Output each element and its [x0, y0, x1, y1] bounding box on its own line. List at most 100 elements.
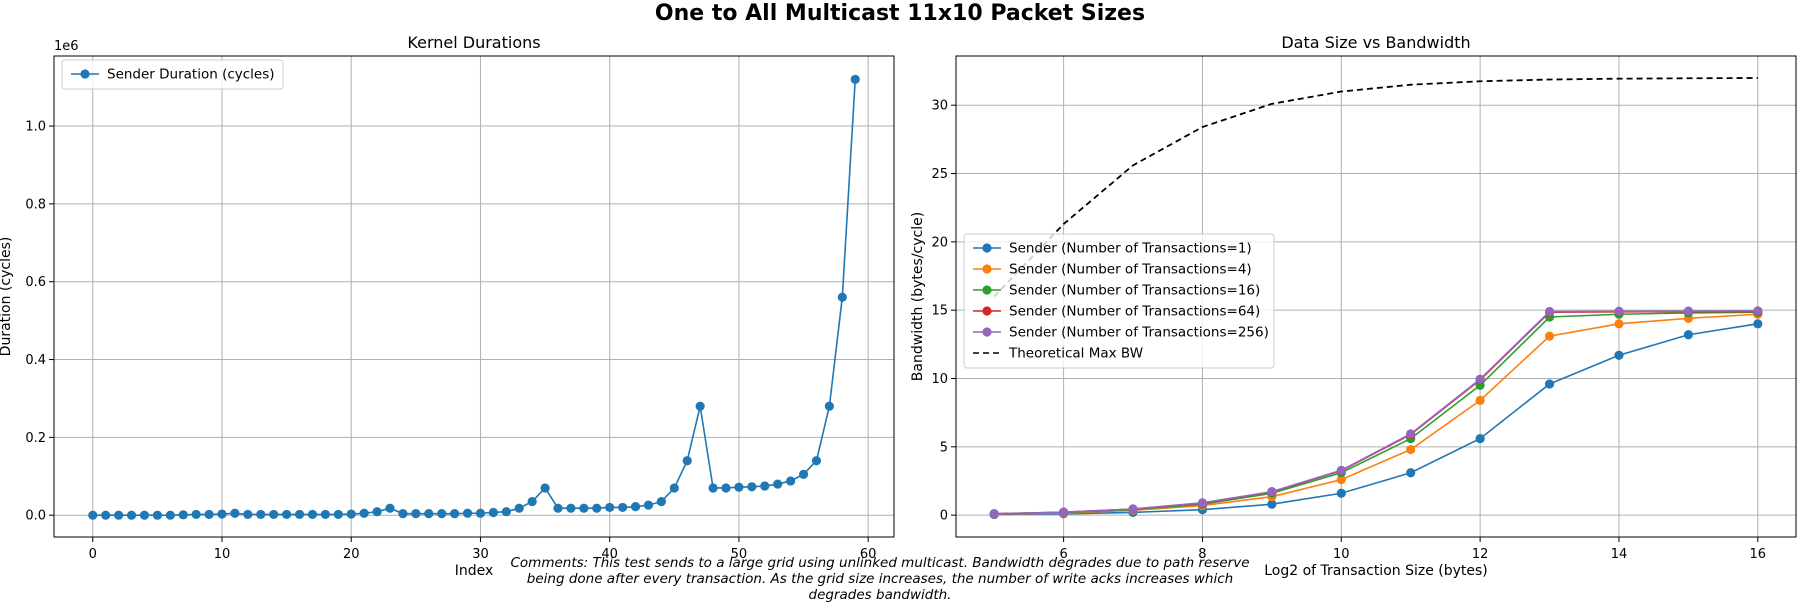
- durations-point: [243, 509, 253, 520]
- bandwidth-legend-label: Sender (Number of Transactions=64): [1009, 304, 1260, 320]
- bandwidth-point: [1614, 350, 1624, 360]
- bandwidth-point: [1336, 488, 1346, 498]
- durations-point: [540, 483, 550, 493]
- durations-point: [514, 503, 524, 513]
- durations-point: [721, 483, 731, 493]
- bandwidth-xtick-label: 14: [1611, 547, 1628, 562]
- bandwidth-point: [1753, 319, 1763, 329]
- durations-point: [346, 509, 356, 519]
- bandwidth-ytick-label: 30: [931, 99, 948, 114]
- bandwidth-xtick-label: 12: [1472, 547, 1489, 562]
- durations-point: [230, 508, 240, 518]
- durations-point: [437, 509, 447, 519]
- durations-point: [747, 482, 757, 492]
- bandwidth-legend-marker: [982, 264, 992, 274]
- durations-point: [643, 500, 654, 510]
- bandwidth-point: [1267, 487, 1277, 497]
- bandwidth-legend-marker: [982, 285, 992, 295]
- durations-legend-label: Sender Duration (cycles): [107, 67, 275, 83]
- durations-legend-marker: [80, 69, 90, 79]
- durations-point: [682, 456, 692, 466]
- durations-point: [385, 503, 395, 513]
- bandwidth-point: [1683, 306, 1693, 316]
- durations-ytick-label: 0.2: [25, 431, 46, 446]
- bandwidth-point: [1059, 507, 1069, 517]
- bandwidth-point: [1267, 499, 1277, 509]
- durations-point: [307, 509, 318, 520]
- bandwidth-ytick-label: 20: [931, 235, 948, 250]
- durations-point: [333, 509, 343, 520]
- durations-point: [824, 401, 834, 411]
- bandwidth-point: [1683, 330, 1693, 340]
- durations-legend: [61, 59, 284, 90]
- durations-point: [488, 507, 498, 518]
- durations-point: [760, 481, 770, 491]
- durations-point: [656, 496, 666, 507]
- bandwidth-legend-label: Sender (Number of Transactions=1): [1009, 241, 1252, 257]
- durations-title: Kernel Durations: [407, 33, 540, 52]
- durations-point: [178, 510, 188, 520]
- durations-point: [605, 502, 615, 513]
- bandwidth-point: [1614, 306, 1624, 316]
- bandwidth-ytick-label: 0: [940, 509, 948, 524]
- durations-xtick-label: 40: [601, 547, 618, 562]
- bandwidth-legend-marker: [982, 306, 992, 316]
- bandwidth-legend-label: Theoretical Max BW: [1008, 346, 1143, 362]
- bandwidth-ytick-label: 5: [940, 440, 948, 455]
- durations-ytick-label: 0.8: [25, 197, 46, 212]
- bandwidth-chart: 6 8 10 12 14 16 0 5 10 15 20 25 30 Data Size vs Bandw…: [910, 33, 1797, 579]
- bandwidth-xtick-label: 6: [1059, 547, 1067, 562]
- durations-point: [269, 509, 279, 520]
- durations-xtick-label: 20: [343, 547, 360, 562]
- durations-point: [773, 479, 783, 489]
- bandwidth-ytick-label: 10: [931, 372, 948, 387]
- bandwidth-xtick-label: 16: [1750, 547, 1767, 562]
- durations-point: [424, 509, 434, 519]
- durations-point: [669, 483, 679, 493]
- durations-point: [256, 509, 266, 520]
- durations-point: [811, 456, 822, 466]
- durations-ytick-label: 0.4: [25, 353, 46, 368]
- durations-point: [320, 509, 330, 520]
- bandwidth-series-line: [994, 323, 1758, 516]
- bandwidth-legend-marker: [982, 327, 992, 337]
- bandwidth-point: [1406, 444, 1416, 455]
- bandwidth-point: [1475, 374, 1485, 384]
- bandwidth-point: [1475, 395, 1485, 405]
- durations-point: [139, 510, 150, 520]
- durations-point: [372, 507, 382, 517]
- bandwidth-ytick-label: 25: [931, 167, 948, 182]
- bandwidth-point: [1406, 429, 1416, 439]
- durations-point: [592, 503, 602, 513]
- durations-point: [359, 508, 369, 518]
- durations-point: [695, 401, 705, 411]
- bandwidth-legend-marker: [982, 243, 992, 253]
- durations-ytick-label: 0.6: [25, 275, 46, 290]
- bandwidth-xtick-label: 10: [1333, 547, 1350, 562]
- durations-frame: [53, 55, 895, 538]
- durations-point: [114, 510, 124, 520]
- bandwidth-point: [1406, 468, 1416, 478]
- durations-ytick-label: 0.0: [25, 509, 46, 524]
- bandwidth-legend-label: Sender (Number of Transactions=16): [1009, 283, 1260, 299]
- bandwidth-legend-label: Sender (Number of Transactions=4): [1009, 262, 1252, 278]
- figure-comment: Comments: This test sends to a large gri…: [510, 555, 1250, 603]
- durations-xtick-label: 10: [214, 547, 231, 562]
- durations-point: [501, 507, 511, 517]
- bandwidth-legend-label: Sender (Number of Transactions=256): [1009, 325, 1269, 341]
- durations-xlabel: Index: [455, 563, 494, 579]
- durations-point: [191, 509, 201, 520]
- durations-point: [217, 509, 227, 519]
- bandwidth-point: [1544, 379, 1555, 389]
- bandwidth-point: [1614, 319, 1624, 329]
- bandwidth-point: [1128, 504, 1138, 514]
- durations-point: [88, 510, 98, 520]
- bandwidth-xtick-label: 8: [1198, 547, 1206, 562]
- bandwidth-legend: [963, 233, 1275, 369]
- durations-xtick-label: 30: [472, 547, 489, 562]
- durations-point: [708, 483, 718, 493]
- durations-point: [553, 503, 563, 513]
- durations-point: [618, 502, 628, 513]
- durations-point: [282, 509, 292, 520]
